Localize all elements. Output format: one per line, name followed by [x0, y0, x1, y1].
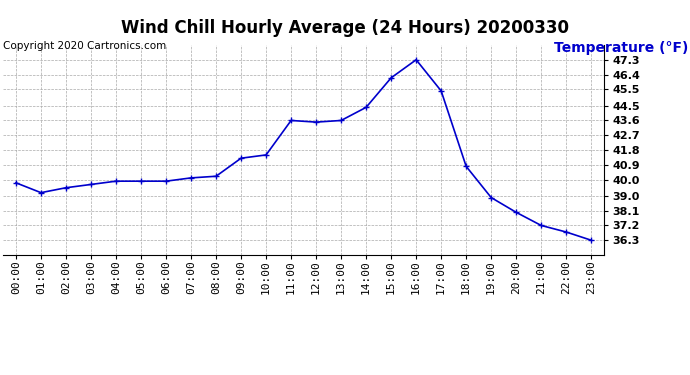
Text: Copyright 2020 Cartronics.com: Copyright 2020 Cartronics.com [3, 41, 167, 51]
Text: Temperature (°F): Temperature (°F) [554, 41, 689, 55]
Text: Wind Chill Hourly Average (24 Hours) 20200330: Wind Chill Hourly Average (24 Hours) 202… [121, 19, 569, 37]
